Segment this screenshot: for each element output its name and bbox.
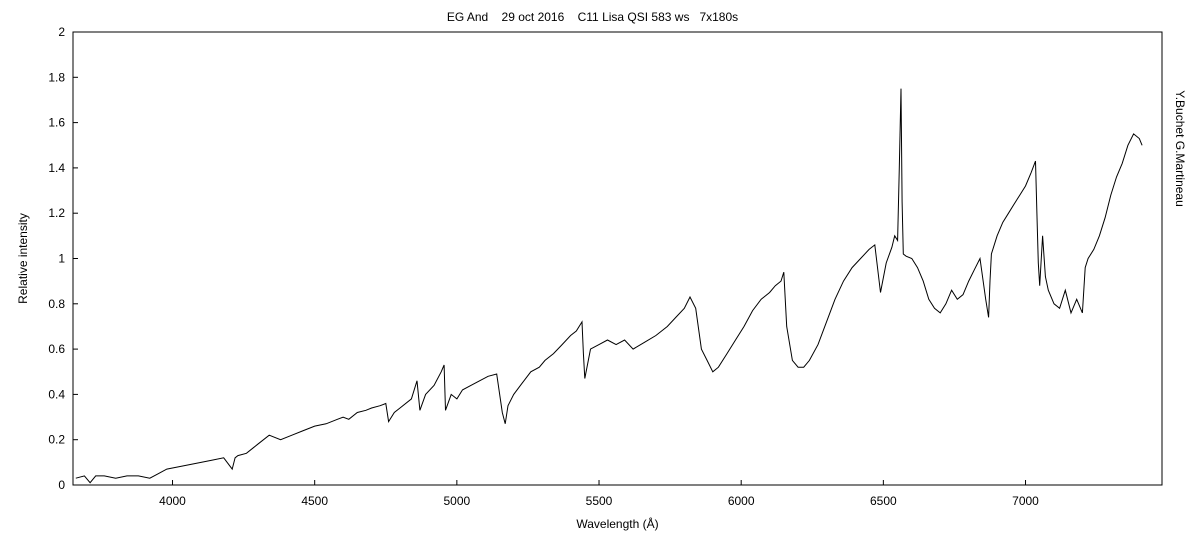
y-tick-label: 1 — [58, 252, 65, 266]
spectrum-line — [75, 88, 1143, 484]
x-tick-label: 6500 — [870, 494, 897, 508]
x-tick-label: 5000 — [443, 494, 470, 508]
x-tick-label: 7000 — [1012, 494, 1039, 508]
y-tick-label: 0.8 — [48, 297, 65, 311]
plot-frame — [72, 31, 1163, 486]
x-tick-label: 5500 — [586, 494, 613, 508]
author-credit: Y.Buchet G.Martineau — [1173, 90, 1185, 207]
axis-ticks: 4000 4500 5000 5500 6000 6500 7000 0 0.2 0.4 0.6 0.… — [48, 25, 1039, 508]
x-tick-label: 6000 — [728, 494, 755, 508]
y-axis-label: Relative intensity — [16, 213, 30, 304]
y-tick-label: 1.8 — [48, 70, 65, 84]
y-tick-label: 0 — [58, 478, 65, 492]
y-tick-label: 0.6 — [48, 342, 65, 356]
y-tick-label: 0.2 — [48, 433, 65, 447]
y-tick-label: 0.4 — [48, 387, 65, 401]
y-tick-label: 1.4 — [48, 161, 65, 175]
y-tick-label: 2 — [58, 25, 65, 39]
x-tick-label: 4500 — [301, 494, 328, 508]
y-tick-label: 1.6 — [48, 116, 65, 130]
y-tick-label: 1.2 — [48, 206, 65, 220]
x-axis-label: Wavelength (Å) — [576, 516, 658, 531]
chart-title: EG And 29 oct 2016 C11 Lisa QSI 583 ws 7… — [446, 10, 739, 24]
x-tick-label: 4000 — [159, 494, 186, 508]
